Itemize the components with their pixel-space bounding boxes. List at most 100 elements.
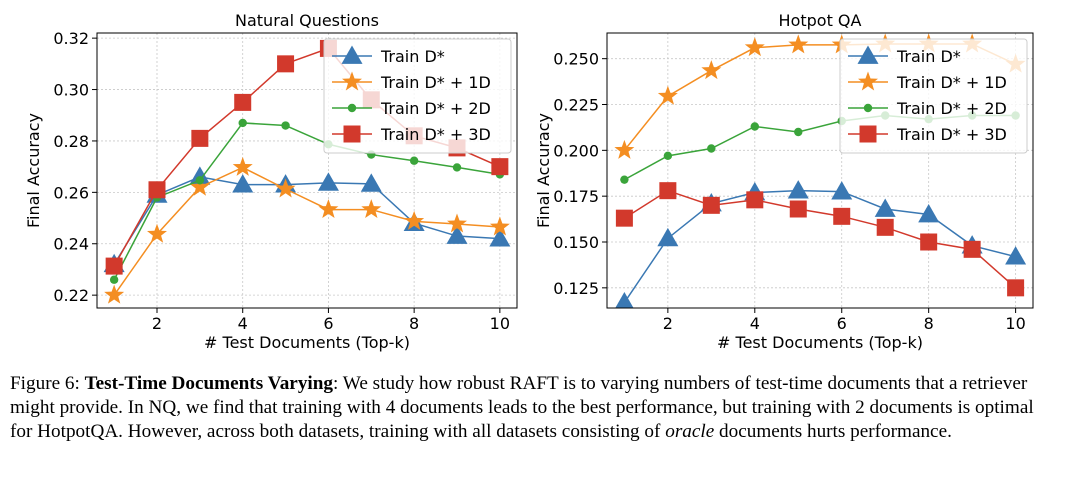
chart-title: Natural Questions bbox=[235, 11, 379, 30]
y-tick-label: 0.24 bbox=[53, 235, 89, 254]
data-point bbox=[833, 207, 851, 225]
legend: Train D* Train D* + 1D Train D* + 2D Train … bbox=[323, 38, 512, 154]
figure-caption: Figure 6: Test-Time Documents Varying: W… bbox=[10, 372, 1058, 444]
data-point bbox=[189, 166, 211, 185]
legend-item: Train D* + 1D bbox=[848, 71, 1007, 92]
legend-marker bbox=[343, 125, 361, 143]
data-point bbox=[281, 121, 290, 130]
data-point bbox=[701, 60, 722, 80]
caption-italic-word: oracle bbox=[665, 421, 715, 442]
data-point bbox=[489, 216, 510, 236]
legend-item: Train D* + 3D bbox=[848, 125, 1007, 144]
data-point bbox=[238, 118, 247, 128]
x-axis-label: # Test Documents (Top-k) bbox=[717, 333, 923, 352]
legend-marker bbox=[858, 71, 878, 91]
data-point bbox=[446, 225, 468, 244]
legend-marker bbox=[347, 103, 357, 113]
data-point bbox=[789, 200, 807, 218]
data-point bbox=[750, 122, 759, 131]
data-point bbox=[746, 191, 764, 209]
legend-label: Train D* + 2D bbox=[896, 99, 1007, 118]
data-point bbox=[702, 196, 720, 214]
x-tick-label: 10 bbox=[1005, 314, 1025, 333]
chart-title: Hotpot QA bbox=[779, 11, 862, 30]
data-point bbox=[659, 182, 677, 200]
legend-item: Train D* bbox=[848, 45, 961, 66]
y-tick-label: 0.250 bbox=[553, 50, 599, 69]
data-point bbox=[189, 176, 210, 196]
x-axis-label: # Test Documents (Top-k) bbox=[204, 333, 410, 352]
y-tick-label: 0.32 bbox=[53, 29, 89, 48]
y-tick-label: 0.26 bbox=[53, 183, 89, 202]
x-tick-label: 10 bbox=[490, 314, 510, 333]
data-point bbox=[788, 34, 809, 54]
data-point bbox=[191, 129, 209, 147]
data-point bbox=[620, 175, 629, 184]
data-point bbox=[918, 204, 940, 223]
data-point bbox=[147, 223, 167, 243]
y-tick-label: 0.225 bbox=[553, 96, 599, 115]
legend-marker bbox=[341, 45, 363, 64]
legend-label: Train D* + 1D bbox=[896, 73, 1007, 92]
data-point bbox=[232, 174, 254, 193]
data-point bbox=[874, 198, 896, 217]
data-point bbox=[657, 85, 678, 105]
x-tick-label: 2 bbox=[152, 314, 162, 333]
data-point bbox=[920, 233, 938, 251]
data-point bbox=[963, 240, 981, 258]
y-tick-label: 0.28 bbox=[53, 132, 89, 151]
data-point bbox=[794, 127, 803, 137]
figure-charts: 2 4 6 8 10 0.22 0.24 0.26 0.28 0.30 0.32 Natural Qu… bbox=[24, 11, 1034, 352]
caption-text-1: : We study how robust RAFT is to varying… bbox=[10, 373, 1034, 442]
legend-label: Train D* + 1D bbox=[380, 73, 491, 92]
x-tick-label: 6 bbox=[323, 314, 333, 333]
legend-marker bbox=[859, 125, 877, 143]
data-point bbox=[707, 144, 716, 153]
data-point bbox=[195, 176, 205, 185]
data-point bbox=[744, 37, 765, 57]
legend-marker bbox=[863, 103, 873, 113]
data-point bbox=[831, 181, 853, 200]
x-tick-label: 8 bbox=[924, 314, 934, 333]
series-line bbox=[113, 122, 500, 281]
data-point bbox=[360, 173, 382, 192]
y-axis-label: Final Accuracy bbox=[24, 113, 43, 228]
data-point bbox=[876, 218, 894, 236]
chart-natural-questions: 2 4 6 8 10 0.22 0.24 0.26 0.28 0.30 0.32 Natural Qu… bbox=[24, 11, 518, 352]
caption-text-2: documents hurts performance. bbox=[714, 421, 952, 442]
y-tick-label: 0.125 bbox=[553, 279, 599, 298]
y-tick-label: 0.175 bbox=[553, 187, 599, 206]
data-point bbox=[361, 199, 382, 219]
data-point bbox=[657, 227, 679, 247]
legend-box bbox=[323, 38, 512, 154]
data-point bbox=[489, 228, 511, 247]
y-axis-label: Final Accuracy bbox=[534, 113, 553, 228]
legend-marker bbox=[342, 71, 362, 91]
legend-box bbox=[839, 38, 1028, 154]
legend-label: Train D* + 3D bbox=[380, 125, 491, 144]
y-tick-label: 0.30 bbox=[53, 81, 89, 100]
data-point bbox=[452, 163, 462, 172]
data-point bbox=[614, 139, 635, 159]
data-point bbox=[148, 181, 166, 199]
x-tick-label: 2 bbox=[663, 314, 673, 333]
caption-bold-title: Test-Time Documents Varying bbox=[84, 373, 334, 394]
data-point bbox=[1005, 246, 1027, 265]
data-point bbox=[277, 55, 295, 73]
data-point bbox=[404, 210, 425, 230]
data-point bbox=[234, 93, 252, 111]
legend-label: Train D* bbox=[896, 47, 961, 66]
legend-item: Train D* + 3D bbox=[332, 125, 491, 144]
data-point bbox=[275, 178, 296, 198]
x-tick-label: 4 bbox=[750, 314, 760, 333]
series-line bbox=[113, 176, 500, 265]
plot-frame bbox=[606, 32, 1034, 309]
x-tick-label: 4 bbox=[238, 314, 248, 333]
series-2 bbox=[104, 156, 510, 304]
chart-hotpot-qa: 2 4 6 8 10 0.125 0.150 0.175 0.200 0.225 0.250 Hotp… bbox=[534, 11, 1034, 352]
plot-frame bbox=[96, 32, 518, 309]
x-tick-label: 6 bbox=[837, 314, 847, 333]
y-tick-label: 0.150 bbox=[553, 233, 599, 252]
series-line bbox=[623, 189, 1017, 289]
legend-item: Train D* + 1D bbox=[332, 71, 491, 92]
